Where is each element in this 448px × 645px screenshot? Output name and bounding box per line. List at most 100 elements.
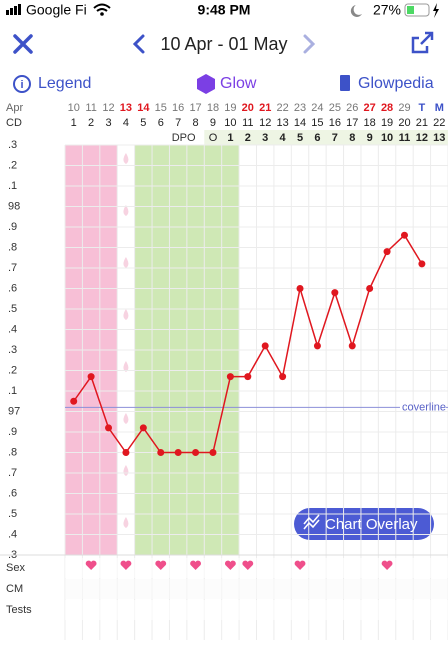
- temperature-point: [296, 285, 304, 292]
- carrier: Google Fi: [26, 2, 87, 18]
- tab-legend[interactable]: Legend: [38, 75, 91, 92]
- date-label: 15: [155, 102, 167, 114]
- date-label: 14: [137, 102, 150, 114]
- wifi-dot: [100, 12, 104, 16]
- date-label: 23: [294, 102, 306, 114]
- cd-value: 22: [433, 117, 445, 129]
- cd-value: 10: [224, 117, 236, 129]
- coverline-label: coverline: [402, 401, 446, 413]
- next-button[interactable]: [303, 34, 316, 54]
- date-label: 21: [259, 102, 271, 114]
- cd-value: 2: [88, 117, 94, 129]
- date-range: 10 Apr - 01 May: [160, 34, 287, 54]
- date-label: M: [435, 102, 444, 114]
- temperature-point: [418, 260, 426, 268]
- cd-value: 11: [242, 117, 253, 129]
- y-label: .3: [8, 139, 17, 151]
- dpo-value: 13: [433, 132, 445, 144]
- heart-icon: [155, 560, 167, 570]
- date-label: 19: [224, 102, 236, 114]
- legend-icon[interactable]: [13, 75, 31, 93]
- date-label: 26: [346, 102, 358, 114]
- temperature-point: [87, 373, 95, 381]
- battery: [404, 3, 430, 17]
- cd-value: 5: [140, 117, 146, 129]
- battery-text: 27%: [373, 2, 401, 18]
- temperature-point: [70, 397, 78, 405]
- chart-overlay-button[interactable]: [294, 508, 434, 540]
- y-label: 97: [8, 405, 20, 417]
- drop-icon: [123, 205, 129, 216]
- y-label: .5: [8, 303, 17, 315]
- share-button[interactable]: [411, 31, 434, 54]
- signal: [6, 4, 21, 15]
- temperature-point: [261, 342, 269, 350]
- y-label: .6: [8, 487, 17, 499]
- drop-icon: [123, 309, 129, 320]
- y-label: .5: [8, 508, 17, 520]
- date-label: 13: [120, 102, 132, 114]
- y-label: .7: [8, 262, 17, 274]
- cd-value: 9: [210, 117, 216, 129]
- date-label: 17: [189, 102, 201, 114]
- date-label: 12: [102, 102, 114, 114]
- temperature-point: [192, 449, 200, 456]
- row-bg: [65, 579, 448, 599]
- y-label: .4: [8, 323, 17, 335]
- dpo-value: 4: [280, 132, 287, 144]
- month-label: Apr: [6, 102, 23, 114]
- dpo-value: 11: [399, 132, 411, 144]
- y-label: .6: [8, 282, 17, 294]
- temperature-point: [331, 289, 339, 297]
- dpo-value: 7: [332, 132, 338, 144]
- temperature-point: [400, 231, 408, 239]
- y-label: 98: [8, 200, 20, 212]
- temperature-point: [348, 342, 356, 350]
- y-label: .9: [8, 426, 17, 438]
- legend-icon-i: i: [20, 79, 23, 91]
- cd-value: 18: [364, 117, 376, 129]
- date-label: 20: [242, 102, 254, 114]
- y-label: .4: [8, 528, 17, 540]
- cd-value: 6: [158, 117, 164, 129]
- row-bg: [65, 600, 448, 620]
- date-label: 25: [329, 102, 341, 114]
- time: 9:48 PM: [198, 2, 251, 18]
- temperature-point: [139, 424, 147, 432]
- y-label: .3: [8, 344, 17, 356]
- row-label: Tests: [6, 604, 32, 616]
- temperature-point: [279, 373, 287, 381]
- cd-value: 21: [416, 117, 428, 129]
- y-label: .7: [8, 467, 17, 479]
- glow-icon[interactable]: [197, 74, 215, 94]
- glowpedia-icon[interactable]: [340, 75, 350, 91]
- heart-icon: [85, 560, 97, 570]
- dpo-value: 5: [297, 132, 303, 144]
- date-label: 11: [85, 102, 96, 114]
- y-label: .8: [8, 241, 17, 253]
- date-label: 10: [68, 102, 80, 114]
- cd-value: 1: [71, 117, 77, 129]
- heart-icon: [224, 560, 236, 570]
- y-label: .8: [8, 446, 17, 458]
- tab-glowpedia[interactable]: Glowpedia: [358, 75, 434, 92]
- cd-value: 7: [175, 117, 181, 129]
- tab-glow[interactable]: Glow: [220, 75, 257, 92]
- charging: [433, 3, 439, 18]
- heart-icon: [190, 560, 201, 570]
- cd-value: 4: [123, 117, 129, 129]
- close-button[interactable]: [13, 34, 33, 54]
- row-label: CM: [6, 583, 23, 595]
- temperature-point: [313, 342, 321, 350]
- temperature-point: [105, 424, 113, 432]
- cd-value: 3: [105, 117, 111, 129]
- chart-overlay-text: Chart Overlay: [325, 516, 418, 533]
- cd-value: 20: [398, 117, 410, 129]
- temperature-point: [226, 373, 234, 381]
- drop-icon: [123, 413, 129, 424]
- prev-button[interactable]: [132, 34, 145, 54]
- date-label: 27: [364, 102, 376, 114]
- wifi: [93, 3, 111, 12]
- temperature-point: [366, 285, 374, 292]
